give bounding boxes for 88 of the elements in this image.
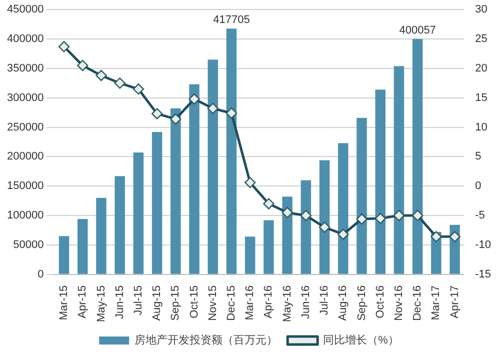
point: [170, 113, 182, 125]
point: [263, 198, 274, 210]
y-tick-label: 300000: [6, 92, 44, 104]
bar: [96, 198, 106, 274]
y-tick-label: 350000: [6, 62, 44, 74]
y2-tick-label: -10: [475, 238, 492, 251]
x-tick-label: Sep-15: [170, 285, 182, 321]
x-tick-label: Apr-15: [76, 285, 89, 318]
y-tick-label: 200000: [6, 150, 44, 163]
bar: [282, 196, 292, 274]
point: [374, 212, 386, 224]
y2-tick-label: 30: [475, 4, 488, 16]
x-tick-label: Nov-16: [393, 285, 405, 321]
bar: [264, 220, 274, 274]
x-tick-label: Apr-17: [448, 285, 461, 318]
y2-tick-label: 0: [475, 180, 482, 192]
point: [188, 93, 200, 105]
point: [151, 108, 163, 120]
point: [77, 60, 88, 72]
point: [300, 210, 312, 222]
x-tick-label: Jul-16: [318, 285, 331, 316]
point: [430, 231, 442, 242]
y2-tick-label: 20: [475, 62, 488, 74]
point: [226, 108, 238, 119]
point: [207, 102, 218, 114]
bar: [244, 236, 256, 274]
x-tick-label: May-16: [281, 285, 294, 322]
bar: [226, 28, 237, 274]
y-tick-label: 0: [38, 268, 44, 280]
y-tick-label: 400000: [6, 33, 44, 46]
point: [58, 41, 70, 52]
y2-tick-label: 25: [475, 33, 488, 46]
bar: [338, 143, 348, 274]
y2-tick-label: -5: [475, 210, 485, 222]
x-tick-label: Aug-16: [337, 285, 350, 321]
y-tick-label: 100000: [6, 210, 44, 222]
x-tick-label: Aug-15: [151, 285, 164, 321]
y2-tick-label: 5: [475, 150, 482, 163]
point: [132, 83, 144, 95]
point: [114, 78, 126, 89]
point: [449, 231, 460, 242]
bar: [114, 176, 125, 274]
point: [338, 228, 349, 240]
point: [412, 210, 424, 222]
bar: [375, 90, 386, 274]
point: [96, 70, 107, 82]
x-tick-label: Jun-15: [114, 285, 126, 319]
x-tick-label: Mar-15: [58, 285, 70, 320]
x-tick-label: Jun-16: [300, 285, 312, 319]
y2-tick-label: 10: [475, 121, 488, 134]
bar: [394, 66, 404, 274]
point: [356, 213, 368, 225]
bar: [170, 108, 181, 274]
point: [244, 176, 256, 188]
bar: [58, 236, 70, 274]
data-label: 417705: [213, 14, 250, 26]
bar: [300, 180, 312, 274]
x-tick-label: Mar-16: [244, 285, 256, 320]
legend-label: 房地产开发投资额（百万元）: [134, 334, 278, 347]
x-tick-label: Dec-15: [226, 285, 238, 321]
y2-tick-label: -15: [475, 268, 492, 280]
y-tick-label: 50000: [13, 238, 44, 251]
x-tick-label: Apr-16: [262, 285, 275, 318]
y2-tick-label: 15: [475, 92, 488, 104]
bar: [133, 152, 144, 274]
point: [393, 210, 405, 222]
bar: [152, 132, 162, 274]
x-tick-label: Dec-16: [412, 285, 424, 321]
point: [282, 206, 293, 218]
bar: [319, 160, 330, 274]
x-tick-label: Oct-16: [374, 285, 386, 318]
x-tick-label: Sep-16: [356, 285, 368, 321]
y-tick-label: 250000: [6, 121, 44, 134]
bar: [78, 219, 88, 274]
bar: [412, 38, 423, 274]
y-tick-label: 150000: [6, 180, 44, 192]
x-tick-label: Jul-15: [132, 285, 144, 316]
x-tick-label: Mar-17: [430, 285, 442, 320]
x-tick-label: May-15: [95, 285, 108, 322]
legend-label: 同比增长（%）: [323, 334, 399, 347]
y-tick-label: 450000: [6, 4, 44, 16]
x-tick-label: Oct-15: [188, 285, 200, 318]
bar: [356, 118, 367, 274]
bar: [189, 84, 200, 274]
data-label: 400057: [399, 24, 436, 37]
point: [318, 222, 330, 233]
x-tick-label: Nov-15: [206, 285, 219, 321]
bar: [208, 60, 218, 274]
